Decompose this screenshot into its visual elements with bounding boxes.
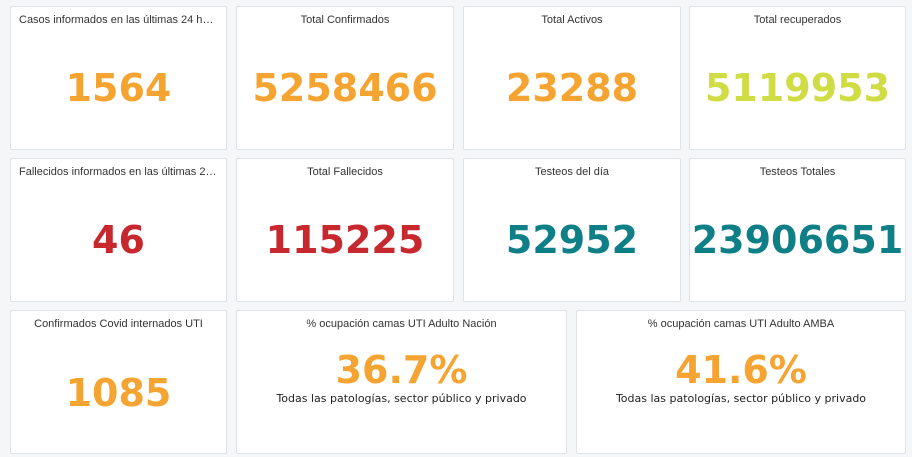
card-ocupacion-amba: % ocupación camas UTI Adulto AMBA 41.6% … — [576, 310, 906, 454]
card-internados-uti: Confirmados Covid internados UTI 1085 — [10, 310, 227, 454]
card-title: Casos informados en las últimas 24 horas — [19, 14, 218, 26]
card-subtitle: Todas las patologías, sector público y p… — [615, 392, 867, 405]
card-value: 41.6% — [675, 348, 807, 392]
card-title: Total Activos — [541, 14, 603, 26]
card-casos-24h: Casos informados en las últimas 24 horas… — [10, 6, 227, 150]
card-title: Confirmados Covid internados UTI — [34, 318, 203, 330]
card-ocupacion-nacion: % ocupación camas UTI Adulto Nación 36.7… — [236, 310, 567, 454]
card-subtitle: Todas las patologías, sector público y p… — [276, 392, 527, 405]
card-total-fallecidos: Total Fallecidos 115225 — [236, 158, 454, 302]
card-value: 52952 — [505, 218, 639, 262]
card-value: 23906651 — [691, 218, 904, 262]
card-value: 5119953 — [704, 66, 891, 110]
card-value: 1564 — [65, 66, 172, 110]
card-title: % ocupación camas UTI Adulto Nación — [306, 318, 497, 330]
card-fallecidos-24h: Fallecidos informados en las últimas 24 … — [10, 158, 227, 302]
card-testeos-dia: Testeos del día 52952 — [463, 158, 681, 302]
card-value: 46 — [92, 218, 145, 262]
card-value: 1085 — [65, 371, 172, 415]
card-testeos-totales: Testeos Totales 23906651 — [689, 158, 906, 302]
card-value: 5258466 — [252, 66, 438, 110]
card-title: Total recuperados — [753, 14, 842, 26]
card-value: 36.7% — [335, 348, 468, 392]
card-title: % ocupación camas UTI Adulto AMBA — [647, 318, 835, 330]
card-total-confirmados: Total Confirmados 5258466 — [236, 6, 454, 150]
card-value: 23288 — [505, 66, 639, 110]
card-total-activos: Total Activos 23288 — [463, 6, 681, 150]
card-title: Testeos del día — [535, 166, 609, 178]
card-title: Fallecidos informados en las últimas 24 … — [19, 166, 218, 178]
card-value: 115225 — [265, 218, 425, 262]
card-title: Total Confirmados — [300, 14, 390, 26]
card-title: Total Fallecidos — [307, 166, 383, 178]
card-total-recuperados: Total recuperados 5119953 — [689, 6, 906, 150]
card-title: Testeos Totales — [759, 166, 836, 178]
